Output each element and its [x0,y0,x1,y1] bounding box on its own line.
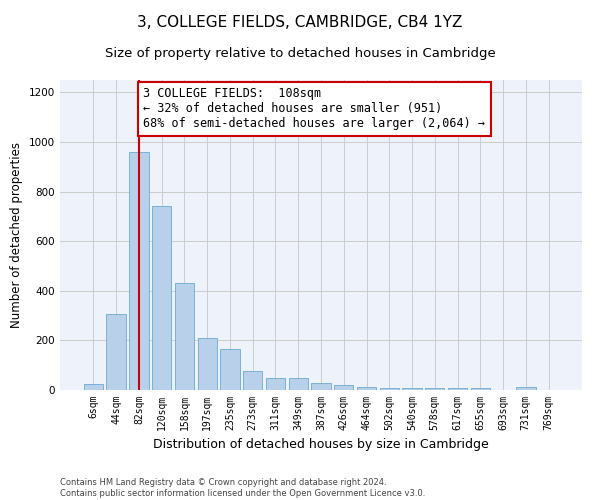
Bar [175,284,194,390]
Bar [129,152,149,390]
Bar [357,387,376,390]
X-axis label: Distribution of detached houses by size in Cambridge: Distribution of detached houses by size … [153,438,489,452]
Bar [266,378,285,390]
Bar [311,382,331,390]
Bar [243,372,262,390]
Bar [448,388,467,390]
Bar [197,338,217,390]
Bar [516,387,536,390]
Text: 3, COLLEGE FIELDS, CAMBRIDGE, CB4 1YZ: 3, COLLEGE FIELDS, CAMBRIDGE, CB4 1YZ [137,15,463,30]
Y-axis label: Number of detached properties: Number of detached properties [10,142,23,328]
Bar [220,349,239,390]
Bar [334,385,353,390]
Bar [380,388,399,390]
Text: Contains HM Land Registry data © Crown copyright and database right 2024.
Contai: Contains HM Land Registry data © Crown c… [60,478,425,498]
Bar [84,384,103,390]
Text: Size of property relative to detached houses in Cambridge: Size of property relative to detached ho… [104,48,496,60]
Bar [106,314,126,390]
Bar [289,378,308,390]
Text: 3 COLLEGE FIELDS:  108sqm
← 32% of detached houses are smaller (951)
68% of semi: 3 COLLEGE FIELDS: 108sqm ← 32% of detach… [143,88,485,130]
Bar [152,206,172,390]
Bar [403,388,422,390]
Bar [470,388,490,390]
Bar [425,388,445,390]
